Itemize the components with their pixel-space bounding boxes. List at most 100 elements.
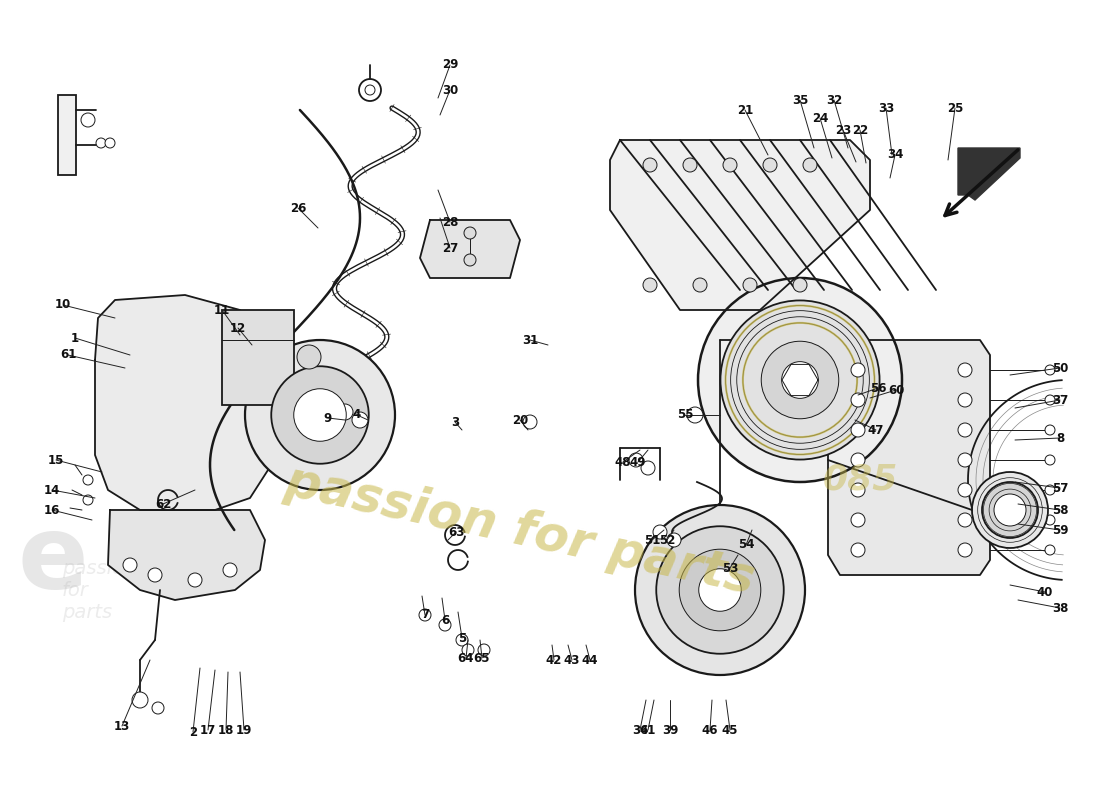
Text: 30: 30 — [442, 83, 458, 97]
Polygon shape — [782, 365, 818, 395]
Circle shape — [688, 407, 703, 423]
Circle shape — [223, 563, 236, 577]
Text: 64: 64 — [458, 651, 474, 665]
Text: 17: 17 — [200, 723, 216, 737]
Text: passion
for
parts: passion for parts — [62, 558, 136, 622]
Text: 49: 49 — [629, 455, 647, 469]
Text: 13: 13 — [114, 719, 130, 733]
Polygon shape — [958, 148, 1020, 200]
Text: 29: 29 — [442, 58, 459, 71]
Circle shape — [851, 513, 865, 527]
Circle shape — [698, 569, 741, 611]
Circle shape — [82, 475, 94, 485]
Text: 31: 31 — [521, 334, 538, 346]
Bar — [58, 95, 76, 175]
Circle shape — [1045, 485, 1055, 495]
Polygon shape — [108, 510, 265, 600]
Circle shape — [958, 453, 972, 467]
Text: 63: 63 — [448, 526, 464, 538]
Circle shape — [1045, 425, 1055, 435]
Text: 22: 22 — [851, 123, 868, 137]
Circle shape — [761, 342, 839, 418]
Text: 19: 19 — [235, 723, 252, 737]
Circle shape — [958, 483, 972, 497]
Circle shape — [693, 278, 707, 292]
Circle shape — [365, 85, 375, 95]
Circle shape — [352, 412, 368, 428]
Circle shape — [294, 389, 346, 442]
Text: 37: 37 — [1052, 394, 1068, 406]
Circle shape — [763, 158, 777, 172]
Circle shape — [297, 345, 321, 369]
Text: 65: 65 — [474, 651, 491, 665]
Circle shape — [958, 393, 972, 407]
Text: 12: 12 — [230, 322, 246, 334]
Circle shape — [698, 278, 902, 482]
Text: 40: 40 — [1037, 586, 1053, 598]
Text: 62: 62 — [155, 498, 172, 510]
Circle shape — [851, 423, 865, 437]
Circle shape — [653, 525, 667, 539]
Text: 61: 61 — [59, 349, 76, 362]
Circle shape — [657, 526, 783, 654]
Text: 51: 51 — [644, 534, 660, 546]
Circle shape — [464, 227, 476, 239]
Text: 53: 53 — [722, 562, 738, 574]
Circle shape — [148, 568, 162, 582]
Circle shape — [439, 619, 451, 631]
Text: 8: 8 — [1056, 431, 1064, 445]
Text: 11: 11 — [213, 303, 230, 317]
Text: 48: 48 — [615, 455, 631, 469]
Circle shape — [478, 644, 490, 656]
Text: 38: 38 — [1052, 602, 1068, 614]
Text: 41: 41 — [640, 723, 657, 737]
Polygon shape — [828, 340, 990, 575]
Text: 26: 26 — [289, 202, 306, 214]
Text: 23: 23 — [835, 123, 851, 137]
Circle shape — [1045, 455, 1055, 465]
Text: 14: 14 — [44, 483, 60, 497]
Circle shape — [851, 393, 865, 407]
Circle shape — [245, 340, 395, 490]
Circle shape — [1045, 515, 1055, 525]
Text: 27: 27 — [442, 242, 458, 254]
Circle shape — [851, 453, 865, 467]
Text: 25: 25 — [947, 102, 964, 114]
Circle shape — [152, 702, 164, 714]
Circle shape — [958, 423, 972, 437]
Text: 15: 15 — [47, 454, 64, 466]
Text: 4: 4 — [353, 409, 361, 422]
Circle shape — [81, 113, 95, 127]
Text: e: e — [18, 510, 89, 610]
Circle shape — [958, 543, 972, 557]
Circle shape — [337, 404, 353, 420]
Circle shape — [82, 495, 94, 505]
Text: 43: 43 — [564, 654, 580, 666]
Text: 28: 28 — [442, 215, 459, 229]
Text: 34: 34 — [887, 149, 903, 162]
Circle shape — [683, 158, 697, 172]
Circle shape — [851, 543, 865, 557]
Text: 57: 57 — [1052, 482, 1068, 494]
Circle shape — [419, 609, 431, 621]
Text: 9: 9 — [323, 411, 332, 425]
Text: 60: 60 — [888, 383, 904, 397]
Text: 20: 20 — [512, 414, 528, 426]
Text: 7: 7 — [421, 609, 429, 622]
Text: 36: 36 — [631, 723, 648, 737]
Circle shape — [456, 634, 468, 646]
Circle shape — [359, 79, 381, 101]
Text: 55: 55 — [676, 409, 693, 422]
Circle shape — [782, 362, 818, 398]
Circle shape — [641, 461, 654, 475]
Text: 56: 56 — [870, 382, 887, 394]
Text: 32: 32 — [826, 94, 843, 106]
Text: 10: 10 — [55, 298, 72, 311]
Text: 46: 46 — [702, 723, 718, 737]
Circle shape — [462, 644, 474, 656]
Circle shape — [723, 158, 737, 172]
Circle shape — [994, 494, 1026, 526]
Text: 59: 59 — [1052, 523, 1068, 537]
Text: 44: 44 — [582, 654, 598, 666]
Text: 42: 42 — [546, 654, 562, 666]
